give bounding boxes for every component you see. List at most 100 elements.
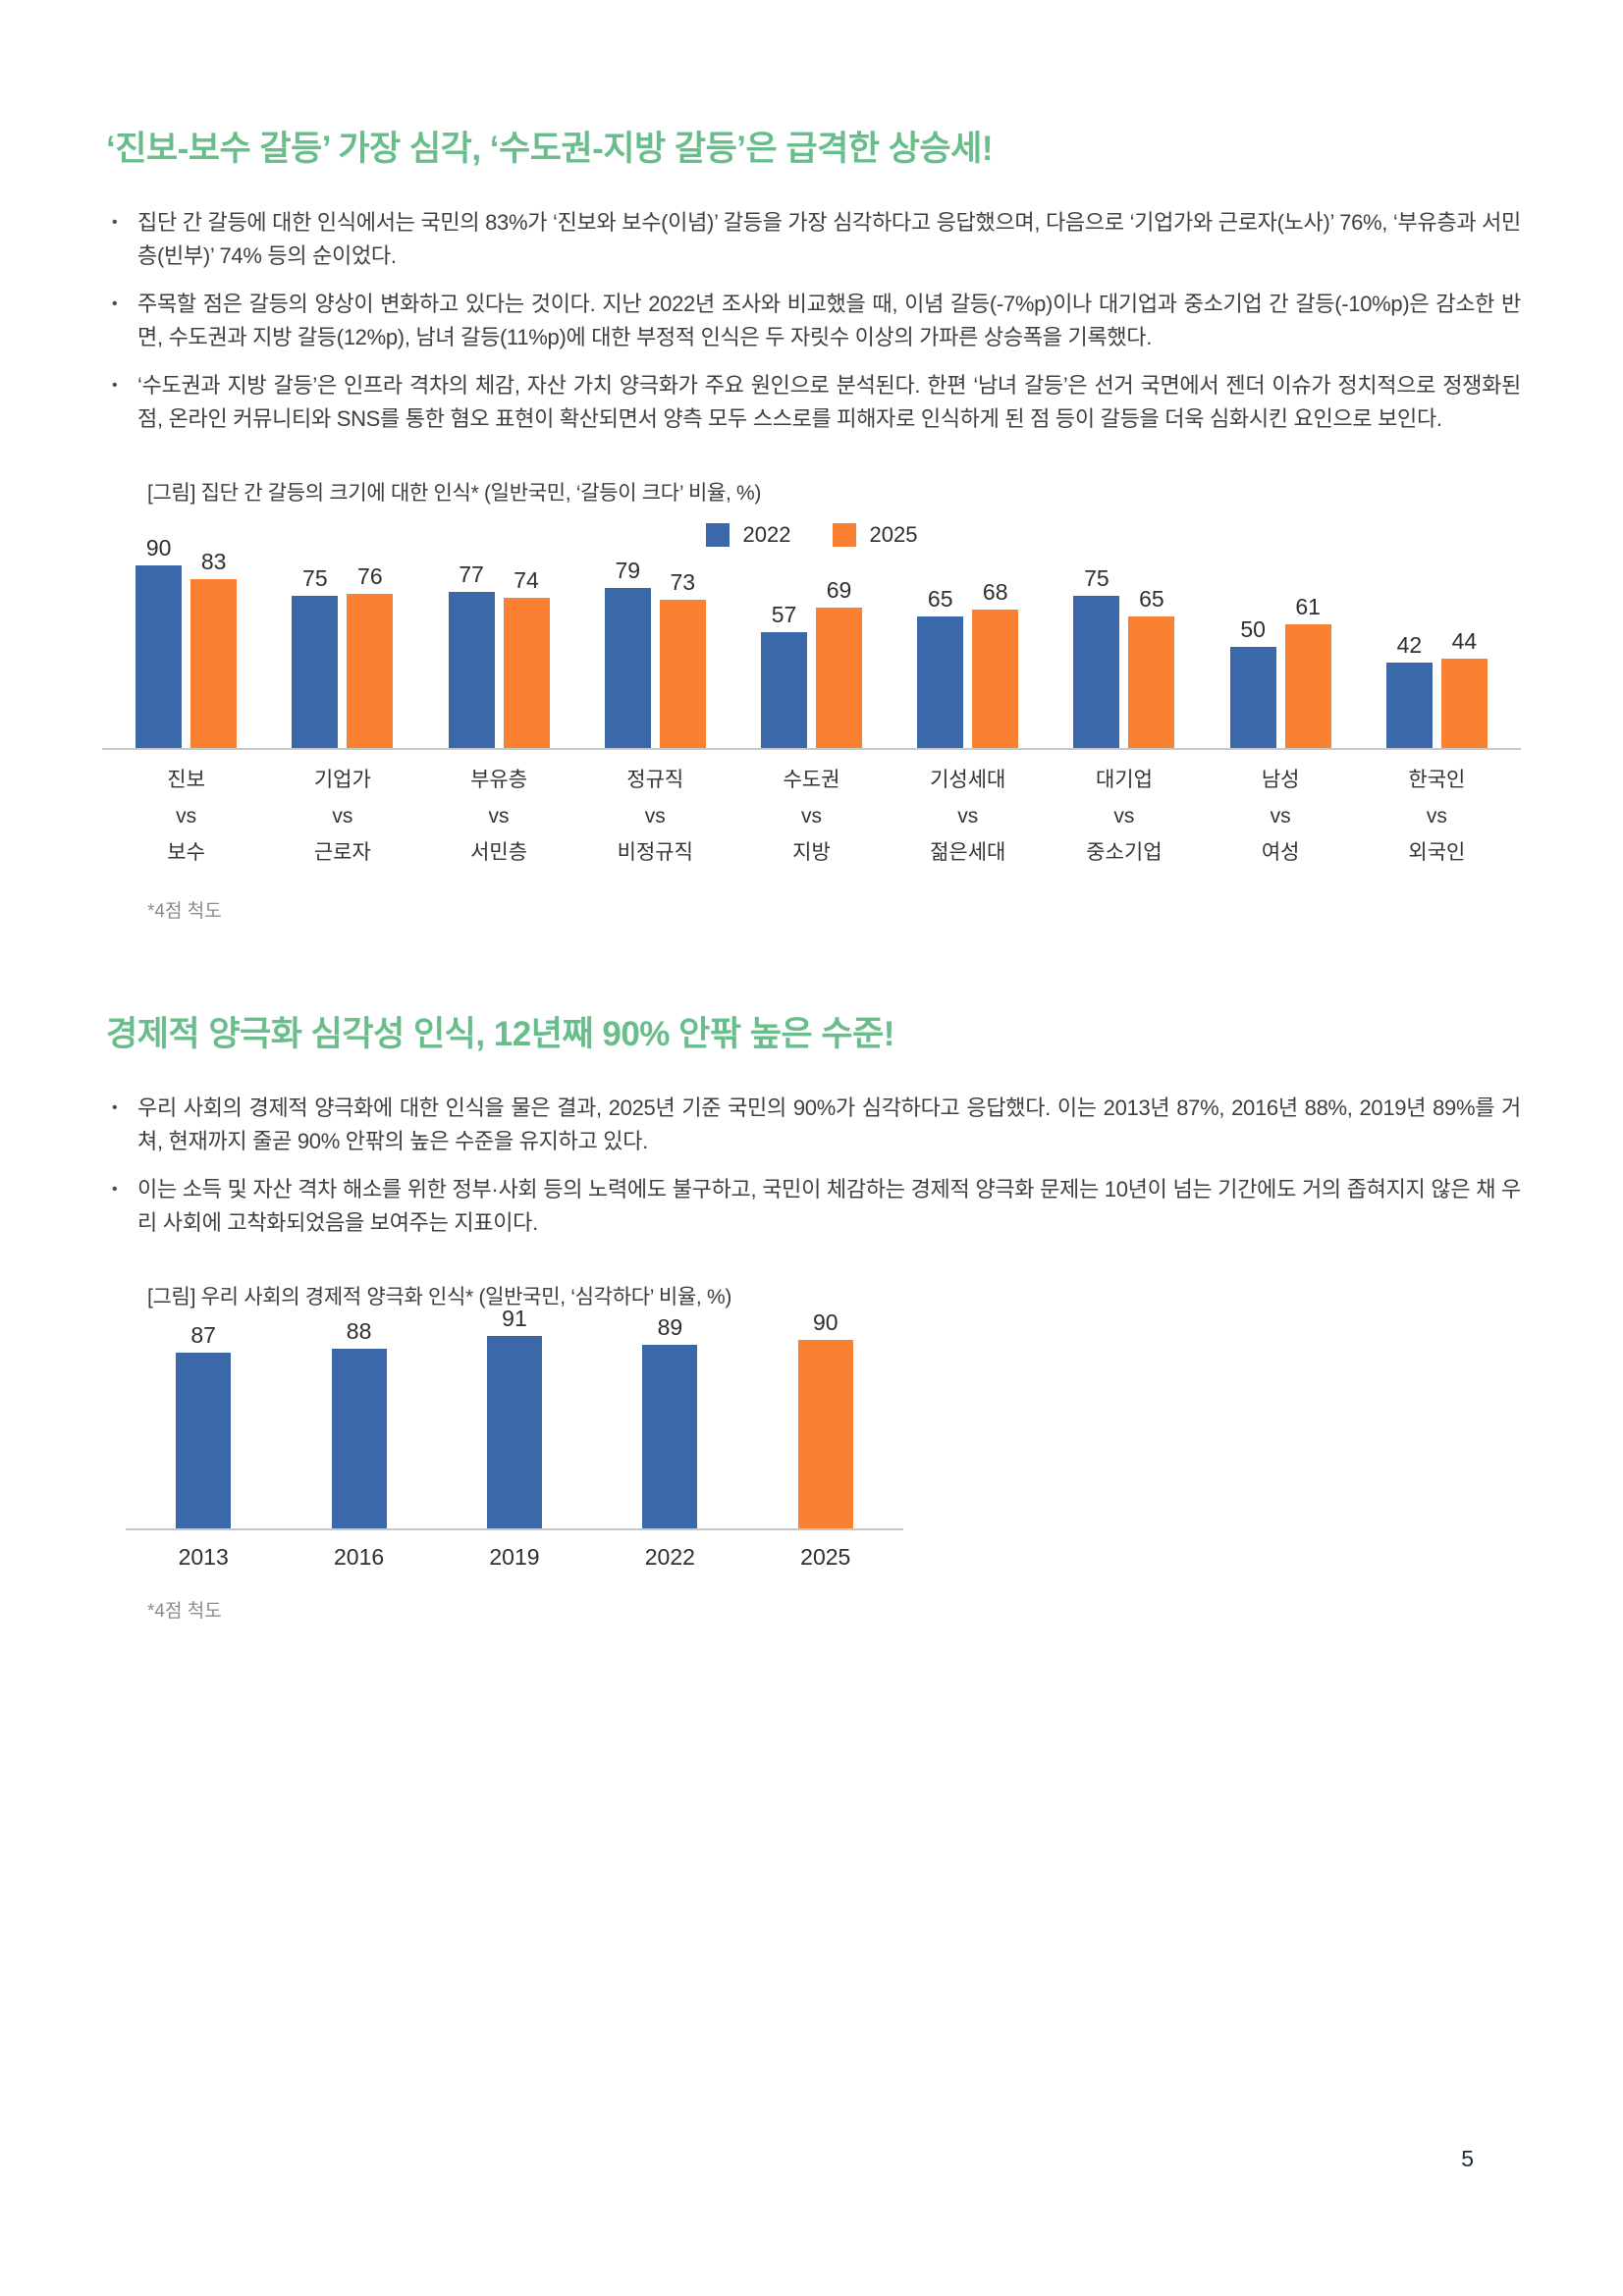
category-label-line: 부유층 — [470, 768, 528, 791]
bar-wrap: 42 — [1385, 632, 1433, 748]
category-label-line: 수도권 — [783, 768, 840, 791]
legend-item-2025: 2025 — [832, 521, 918, 548]
polarization-chart-plot: 87 88 91 89 90 — [126, 1306, 903, 1530]
bar-wrap: 57 — [760, 602, 807, 748]
bar-2025 — [659, 600, 706, 748]
bar-value-label: 74 — [514, 566, 539, 593]
category-label-line: vs — [1270, 804, 1291, 828]
bullet-dot: • — [112, 376, 118, 394]
bullet-item: • 이는 소득 및 자산 격차 해소를 위한 정부·사회 등의 노력에도 불구하… — [108, 1173, 1521, 1240]
year-label: 2013 — [178, 1543, 229, 1570]
bar-2025 — [503, 597, 550, 748]
bar-2022 — [604, 587, 651, 748]
category-label-line: 지방 — [792, 840, 831, 864]
polarization-chart-caption: [그림] 우리 사회의 경제적 양극화 인식* (일반국민, ‘심각하다’ 비율… — [147, 1285, 732, 1308]
category-label-line: 기성세대 — [930, 768, 1006, 791]
section-conflict-title: ‘진보-보수 갈등’ 가장 심각, ‘수도권-지방 갈등’은 급격한 상승세! — [106, 130, 994, 168]
bar-2022 — [1229, 646, 1276, 748]
category-label-line: 정규직 — [626, 768, 684, 791]
bar-wrap: 79 — [604, 558, 651, 748]
category-label: 기성세대 vs 젊은세대 — [890, 762, 1046, 871]
legend-label-2025: 2025 — [869, 521, 918, 547]
category-label-line: 젊은세대 — [930, 840, 1006, 864]
bar-group: 50 61 — [1203, 594, 1359, 748]
category-label-line: vs — [644, 804, 666, 828]
bar-wrap: 90 — [797, 1309, 853, 1528]
category-label: 한국인 vs 외국인 — [1359, 762, 1515, 871]
bar-group: 79 73 — [577, 558, 733, 748]
bar-2022 — [642, 1344, 698, 1528]
category-label-line: 서민층 — [470, 840, 528, 864]
bar-2022 — [760, 632, 807, 748]
bar-value-label: 75 — [302, 564, 328, 591]
bullet-dot: • — [112, 294, 118, 312]
bar-value-label: 65 — [927, 585, 953, 612]
category-label: 남성 vs 여성 — [1203, 762, 1359, 871]
bar-wrap: 68 — [972, 579, 1019, 748]
bar-2025 — [347, 593, 394, 748]
category-label-line: 근로자 — [313, 840, 371, 864]
bar-2025 — [1284, 623, 1331, 748]
bar-2022 — [292, 595, 339, 748]
bar-2025 — [815, 608, 862, 748]
bar-2022 — [448, 591, 495, 748]
year-label: 2016 — [333, 1543, 385, 1570]
bullet-text: 주목할 점은 갈등의 양상이 변화하고 있다는 것이다. 지난 2022년 조사… — [137, 291, 1521, 349]
bar-group: 75 65 — [1046, 565, 1202, 748]
bar-wrap: 73 — [659, 569, 706, 748]
section-polarization-bullets: • 우리 사회의 경제적 양극화에 대한 인식을 물은 결과, 2025년 기준… — [108, 1092, 1521, 1240]
conflict-chart-caption: [그림] 집단 간 갈등의 크기에 대한 인식* (일반국민, ‘갈등이 크다’… — [147, 481, 762, 505]
year-label: 2025 — [800, 1543, 851, 1570]
bar-value-label: 90 — [812, 1309, 839, 1336]
category-label-line: 남성 — [1261, 768, 1300, 791]
category-label: 수도권 vs 지방 — [733, 762, 890, 871]
bar-2022 — [917, 615, 964, 748]
bar-wrap: 69 — [815, 577, 862, 748]
polarization-bar-chart: 87 88 91 89 90 2013 2016 2019 2022 2025 — [126, 1306, 903, 1571]
conflict-chart-footnote: *4점 척도 — [147, 900, 222, 922]
bar-2022 — [135, 564, 183, 748]
category-label-line: vs — [1113, 804, 1135, 828]
category-label: 대기업 vs 중소기업 — [1046, 762, 1202, 871]
bar-wrap: 44 — [1440, 627, 1488, 748]
section-conflict: ‘진보-보수 갈등’ 가장 심각, ‘수도권-지방 갈등’은 급격한 상승세! … — [102, 128, 1521, 923]
category-label-line: 여성 — [1261, 840, 1300, 864]
bar-wrap: 74 — [503, 566, 550, 748]
category-label-line: vs — [488, 804, 510, 828]
bar-value-label: 90 — [145, 534, 172, 561]
category-label-line: vs — [1426, 804, 1447, 828]
bar-value-label: 42 — [1396, 632, 1423, 659]
bar-group: 57 69 — [733, 577, 890, 748]
category-label-line: 보수 — [167, 840, 205, 864]
bar-wrap: 83 — [190, 549, 238, 748]
category-label-line: 비정규직 — [617, 840, 693, 864]
bullet-item: • 집단 간 갈등에 대한 인식에서는 국민의 83%가 ‘진보와 보수(이념)… — [108, 206, 1521, 273]
category-label-line: 한국인 — [1408, 768, 1466, 791]
polarization-chart-labels: 2013 2016 2019 2022 2025 — [126, 1544, 903, 1571]
category-label: 기업가 vs 근로자 — [264, 762, 420, 871]
bullet-dot: • — [112, 213, 118, 231]
section-polarization: 경제적 양극화 심각성 인식, 12년째 90% 안팎 높은 수준! • 우리 … — [102, 1013, 1521, 1623]
bullet-dot: • — [112, 1180, 118, 1198]
category-label-line: 기업가 — [313, 768, 371, 791]
bar-value-label: 50 — [1240, 615, 1266, 642]
bar-wrap: 75 — [292, 564, 339, 748]
category-label-line: vs — [176, 804, 197, 828]
bar-wrap: 88 — [331, 1317, 387, 1528]
bar-wrap: 89 — [642, 1313, 698, 1528]
category-label-line: 대기업 — [1095, 768, 1153, 791]
bar-value-label: 75 — [1084, 564, 1109, 591]
legend-swatch-2022 — [705, 522, 730, 547]
bar-wrap: 87 — [176, 1322, 232, 1528]
bar-value-label: 89 — [657, 1313, 683, 1340]
bar-value-label: 88 — [346, 1317, 372, 1344]
legend-item-2022: 2022 — [705, 522, 791, 548]
bar-2025 — [1440, 658, 1488, 748]
bar-wrap: 90 — [135, 534, 183, 748]
bar-value-label: 44 — [1451, 627, 1478, 654]
bullet-item: • 우리 사회의 경제적 양극화에 대한 인식을 물은 결과, 2025년 기준… — [108, 1092, 1521, 1158]
bar-value-label: 73 — [670, 569, 696, 596]
bar-2022 — [1385, 663, 1433, 748]
bar-value-label: 61 — [1295, 593, 1321, 619]
